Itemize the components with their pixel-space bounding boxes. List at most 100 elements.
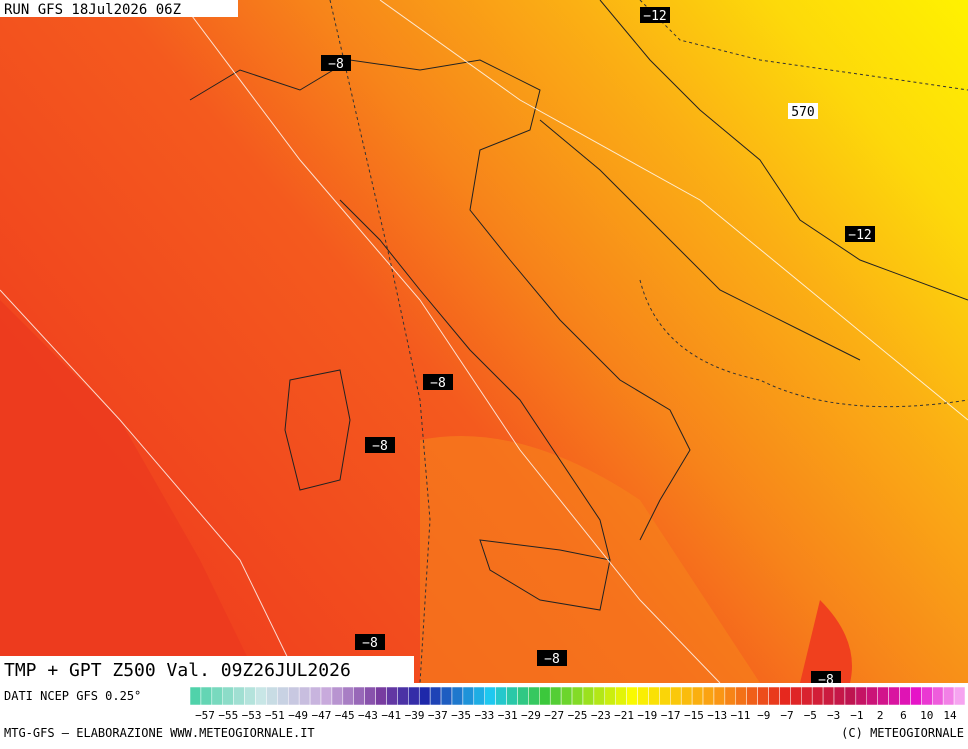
swatch — [473, 686, 485, 706]
swatch — [266, 686, 278, 706]
swatch — [670, 686, 682, 706]
contour-label: −12 — [643, 9, 666, 24]
scale-label: −3 — [827, 709, 840, 722]
swatch — [593, 686, 606, 706]
swatch — [418, 686, 431, 706]
swatch — [408, 686, 420, 706]
swatch — [298, 686, 311, 706]
swatch — [855, 686, 868, 706]
contour-label: −12 — [848, 228, 871, 243]
temperature-isolines — [329, 0, 968, 684]
label-box — [537, 650, 567, 666]
swatch — [364, 686, 376, 706]
scale-label: −29 — [521, 709, 541, 722]
swatch — [331, 686, 344, 706]
warm-region — [420, 436, 760, 683]
swatch — [386, 686, 398, 706]
swatch — [833, 686, 846, 706]
scale-label: 14 — [943, 709, 957, 722]
swatch — [375, 686, 387, 706]
label-box — [640, 7, 670, 23]
swatch — [757, 686, 769, 706]
scale-label: −13 — [707, 709, 727, 722]
swatch — [877, 686, 889, 706]
scale-label: −53 — [242, 709, 262, 722]
geopotential-isolines — [0, 0, 968, 683]
swatch — [277, 686, 289, 706]
swatch — [768, 686, 780, 706]
swatch — [713, 686, 726, 706]
swatch — [309, 686, 322, 706]
footer-left: MTG-GFS — ELABORAZIONE WWW.METEOGIORNALE… — [4, 726, 315, 740]
scale-label: −17 — [661, 709, 681, 722]
swatch — [528, 686, 540, 706]
contour-label: 570 — [791, 105, 814, 120]
contour-label: −8 — [328, 57, 344, 72]
swatch — [560, 686, 573, 706]
label-box — [788, 103, 818, 119]
label-box — [845, 226, 875, 242]
swatch — [648, 686, 660, 706]
swatch — [888, 686, 900, 706]
scale-label: −23 — [591, 709, 611, 722]
label-box — [355, 634, 385, 650]
swatch — [604, 686, 616, 706]
swatch — [571, 686, 584, 706]
swatch — [353, 686, 365, 706]
swatch — [953, 686, 966, 706]
scale-label: −35 — [451, 709, 471, 722]
source-label: DATI NCEP GFS 0.25° — [4, 689, 141, 703]
scale-label: −43 — [358, 709, 378, 722]
swatch — [342, 686, 354, 706]
scale-label: −33 — [474, 709, 494, 722]
swatch — [822, 686, 835, 706]
swatch — [615, 686, 627, 706]
swatch — [680, 686, 693, 706]
swatch — [233, 686, 245, 706]
swatch — [320, 686, 333, 706]
swatch — [866, 686, 878, 706]
swatch — [724, 686, 737, 706]
contour-label: −8 — [372, 439, 388, 454]
title-box — [0, 656, 414, 683]
swatch — [287, 686, 300, 706]
cold-region — [0, 300, 260, 683]
swatch — [211, 686, 223, 706]
scale-label: −45 — [335, 709, 355, 722]
scale-label: −41 — [381, 709, 401, 722]
swatch — [746, 686, 758, 706]
scale-label: −47 — [311, 709, 331, 722]
scale-label: −7 — [780, 709, 793, 722]
swatch — [779, 686, 791, 706]
swatch — [200, 686, 213, 706]
scale-label: −51 — [265, 709, 285, 722]
swatch — [899, 686, 911, 706]
swatch — [429, 686, 442, 706]
scale-label: −1 — [850, 709, 863, 722]
swatch — [801, 686, 813, 706]
color-scale: −57 −55 −53 −51 −49 −47 −45 −43 −41 −39 −37 −35 −33−… — [189, 686, 966, 722]
swatch — [495, 686, 507, 706]
scale-label: −39 — [405, 709, 425, 722]
scale-label: −49 — [288, 709, 308, 722]
scale-label: 6 — [900, 709, 907, 722]
swatch — [691, 686, 704, 706]
contour-label: −8 — [430, 376, 446, 391]
swatch — [517, 686, 529, 706]
scale-label: −25 — [568, 709, 588, 722]
scale-label: 10 — [920, 709, 933, 722]
scale-label: −57 — [195, 709, 215, 722]
swatch — [921, 686, 933, 706]
scale-label: −31 — [498, 709, 518, 722]
swatch — [484, 686, 496, 706]
scale-label: −9 — [757, 709, 770, 722]
swatch — [844, 686, 857, 706]
swatch — [397, 686, 409, 706]
scale-label: −19 — [637, 709, 657, 722]
swatch — [255, 686, 267, 706]
label-box — [423, 374, 453, 390]
label-box — [321, 55, 351, 71]
swatch — [942, 686, 955, 706]
